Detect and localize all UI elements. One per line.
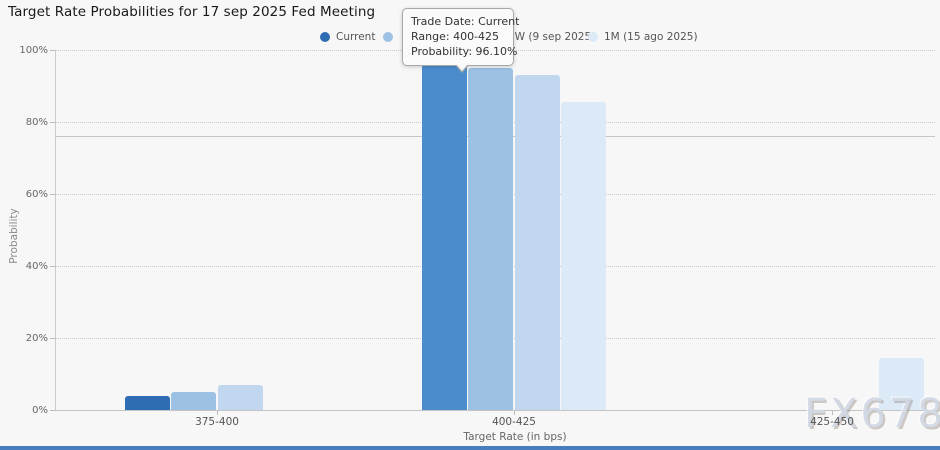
y-tick-mark — [50, 50, 55, 51]
chart-title: Target Rate Probabilities for 17 sep 202… — [8, 4, 376, 20]
legend-item-1m-15-ago-2025-[interactable]: 1M (15 ago 2025) — [588, 30, 698, 44]
legend-dot-icon — [588, 32, 598, 42]
x-tick-label-375-400: 375-400 — [195, 416, 239, 428]
bar-1m-15-ago-2025--400-425[interactable] — [561, 102, 607, 410]
bar-1w-9-sep-2025--375-400[interactable] — [217, 384, 263, 410]
y-tick-mark — [50, 338, 55, 339]
y-axis-title: Probability — [7, 208, 20, 264]
watermark: FX678 — [804, 391, 940, 437]
y-tick-label: 0% — [32, 405, 48, 416]
y-tick-mark — [50, 122, 55, 123]
y-tick-label: 60% — [25, 189, 48, 200]
x-axis-title: Target Rate (in bps) — [463, 431, 567, 443]
bar-1w-9-sep-2025--400-425[interactable] — [514, 75, 560, 410]
legend-dot-icon — [383, 32, 393, 42]
x-tick-label-400-425: 400-425 — [492, 416, 536, 428]
plot-area — [55, 50, 935, 410]
x-tick-label-425-450: 425-450 — [810, 416, 854, 428]
y-tick-mark — [50, 194, 55, 195]
tooltip-trade-date: Trade Date: Current — [411, 15, 520, 28]
bar-1m-15-ago-2025--425-450[interactable] — [879, 357, 925, 410]
y-tick-label: 20% — [25, 333, 48, 344]
y-tick-label: 40% — [25, 261, 48, 272]
legend-label: 1W (9 sep 2025) — [508, 31, 596, 43]
x-axis-line — [55, 410, 935, 411]
bar-current-400-425[interactable] — [421, 64, 467, 410]
x-tick-mark — [217, 411, 218, 415]
bar-series-2-375-400[interactable] — [171, 392, 217, 410]
x-tick-mark — [832, 411, 833, 415]
legend-label: 1M (15 ago 2025) — [604, 31, 698, 43]
legend-item-hidden[interactable] — [383, 30, 399, 44]
legend-dot-icon — [320, 32, 330, 42]
y-axis-line — [55, 50, 56, 411]
bottom-accent-bar — [0, 446, 940, 450]
y-tick-mark — [50, 266, 55, 267]
chart-tooltip: Trade Date: Current Range: 400-425 Proba… — [402, 8, 520, 73]
bar-series-2-400-425[interactable] — [468, 68, 514, 410]
y-tick-mark — [50, 410, 55, 411]
y-tick-label: 80% — [25, 117, 48, 128]
y-tick-label: 100% — [19, 45, 48, 56]
tooltip-range: Range: 400-425 — [411, 30, 500, 43]
legend-label: Current — [336, 31, 376, 43]
x-tick-mark — [514, 411, 515, 415]
legend-item-current[interactable]: Current — [320, 30, 375, 44]
tooltip-arrow-fill — [456, 64, 468, 71]
tooltip-probability: Probability: 96.10% — [411, 45, 518, 58]
bar-current-375-400[interactable] — [124, 395, 170, 410]
